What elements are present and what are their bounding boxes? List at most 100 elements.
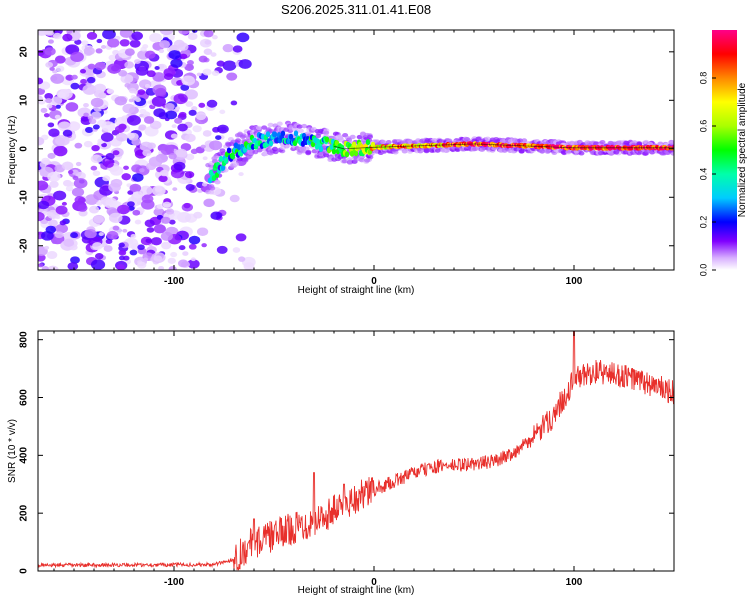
ridge-halo [239,134,246,139]
noise-blob [75,161,82,167]
figure-title: S206.2025.311.01.41.E08 [281,2,431,17]
noise-blob [55,205,68,215]
noise-blob [38,136,45,146]
noise-blob [49,66,55,71]
noise-blob [202,156,208,161]
noise-blob [46,103,53,109]
noise-blob [193,211,203,219]
noise-blob [153,224,166,234]
y-tick-label: 0 [19,146,30,152]
noise-blob [65,74,74,81]
noise-blob [53,190,67,201]
noise-blob [124,83,131,88]
noise-blob [243,262,255,270]
noise-blob [138,79,152,89]
noise-blob [106,230,119,240]
noise-blob [229,194,240,203]
ridge-halo [423,148,430,153]
noise-blob [46,251,58,260]
noise-blob [222,44,234,53]
noise-blob [184,133,196,143]
ridge-cell [223,157,229,164]
noise-blob [129,183,142,193]
noise-blob [62,129,73,137]
noise-blob [40,107,48,113]
noise-blob [222,60,237,71]
noise-blob [71,187,85,197]
ridge-cell [280,130,286,137]
noise-blob [190,257,196,262]
ridge-halo [364,158,371,163]
noise-blob [230,100,238,106]
ridge-cell [318,146,324,153]
spectrogram-x-ticks: -100 0 100 [53,30,675,287]
y-tick-label: 20 [19,46,30,58]
ridge-halo [347,159,354,164]
noise-blob [226,72,238,81]
noise-blob [132,173,144,182]
noise-blob [48,39,54,44]
noise-blob [49,180,59,188]
noise-blob [146,227,155,233]
noise-blob [155,87,167,97]
noise-blob [90,165,98,171]
noise-blob [210,211,222,220]
snr-y-label: SNR (10 * v/v) [7,419,18,483]
noise-blob [48,219,58,227]
noise-blob [184,89,198,100]
noise-blob [73,178,88,189]
noise-blob [181,75,196,86]
noise-blob [144,219,155,228]
y-tick-label: 0 [19,568,30,574]
ridge-cell [353,150,359,157]
noise-blob [105,153,115,160]
noise-blob [202,130,212,137]
noise-blob [196,227,209,236]
noise-blob [47,265,59,270]
ridge-halo [252,149,259,155]
noise-blob [55,65,65,72]
noise-blob [132,191,143,199]
noise-blob [128,205,135,211]
ridge-cell [220,164,226,171]
ridge-halo [255,125,262,131]
ridge-halo [670,151,674,156]
noise-blob [45,97,53,104]
ridge-halo [568,140,575,145]
noise-blob [128,98,134,103]
noise-blob [167,257,176,264]
ridge-cell [218,155,224,162]
noise-blob [191,106,198,111]
noise-blob [185,101,194,107]
noise-blob [57,121,72,132]
ridge-cell [211,175,217,182]
noise-blob [95,48,103,54]
noise-blob [216,245,228,254]
noise-blob [55,223,68,234]
noise-blob [130,233,137,239]
noise-blob [51,96,63,105]
noise-blob [44,47,56,56]
x-tick-label: -100 [164,577,184,588]
noise-blob [118,249,127,256]
noise-blob [112,150,120,156]
noise-blob [191,30,198,33]
noise-blob [210,52,217,57]
ridge-halo [301,123,308,129]
noise-blob [195,112,207,121]
noise-blob [142,257,149,262]
noise-blob [158,175,168,183]
noise-blob [110,65,120,72]
noise-blob [174,117,183,124]
spectrogram-y-ticks: -20 -10 0 10 20 [19,46,674,253]
noise-blob [77,204,88,212]
noise-blob [38,263,44,268]
noise-blob [44,92,54,100]
ridge-cell [293,130,299,137]
noise-blob [161,241,172,250]
y-tick-label: -10 [19,190,30,205]
noise-blob [45,225,57,234]
noise-blob [198,55,208,63]
noise-blob [67,121,81,132]
